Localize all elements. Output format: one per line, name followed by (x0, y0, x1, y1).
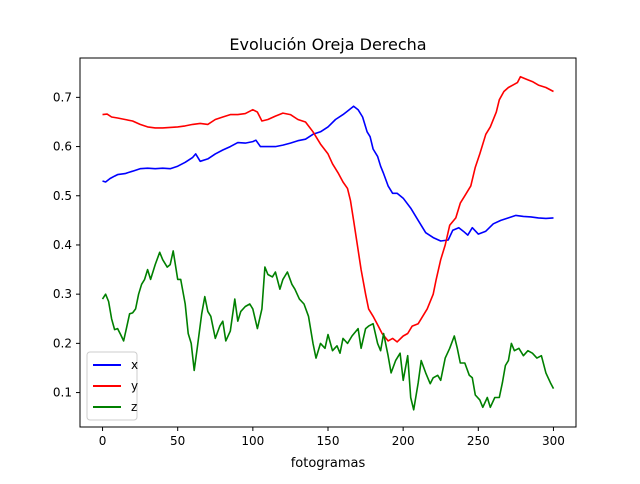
y-tick-label: 0.5 (53, 189, 72, 203)
y-tick-label: 0.7 (53, 90, 72, 104)
series-layer (101, 75, 555, 411)
y-tick-label: 0.2 (53, 336, 72, 350)
x-axis: 0 50 100 150 200 250 300 (99, 427, 565, 448)
y-axis: 0.1 0.2 0.3 0.4 0.5 0.6 0.7 (53, 90, 80, 400)
y-tick-label: 0.1 (53, 386, 72, 400)
x-tick-label: 100 (241, 434, 264, 448)
y-tick-label: 0.4 (53, 238, 72, 252)
legend: xyz (86, 351, 138, 421)
x-tick-label: 200 (392, 434, 415, 448)
x-tick-label: 250 (467, 434, 490, 448)
x-tick-label: 150 (317, 434, 340, 448)
y-tick-label: 0.3 (53, 287, 72, 301)
legend-label-z: z (131, 400, 137, 414)
chart-title: Evolución Oreja Derecha (229, 35, 426, 54)
legend-label-x: x (131, 358, 138, 372)
x-tick-label: 300 (542, 434, 565, 448)
series-line-y (102, 75, 554, 343)
series-line-z (101, 250, 555, 411)
x-axis-label: fotogramas (291, 456, 366, 471)
legend-label-y: y (131, 379, 138, 393)
y-tick-label: 0.6 (53, 140, 72, 154)
series-line-x (102, 105, 554, 242)
x-tick-label: 0 (99, 434, 107, 448)
x-tick-label: 50 (170, 434, 185, 448)
